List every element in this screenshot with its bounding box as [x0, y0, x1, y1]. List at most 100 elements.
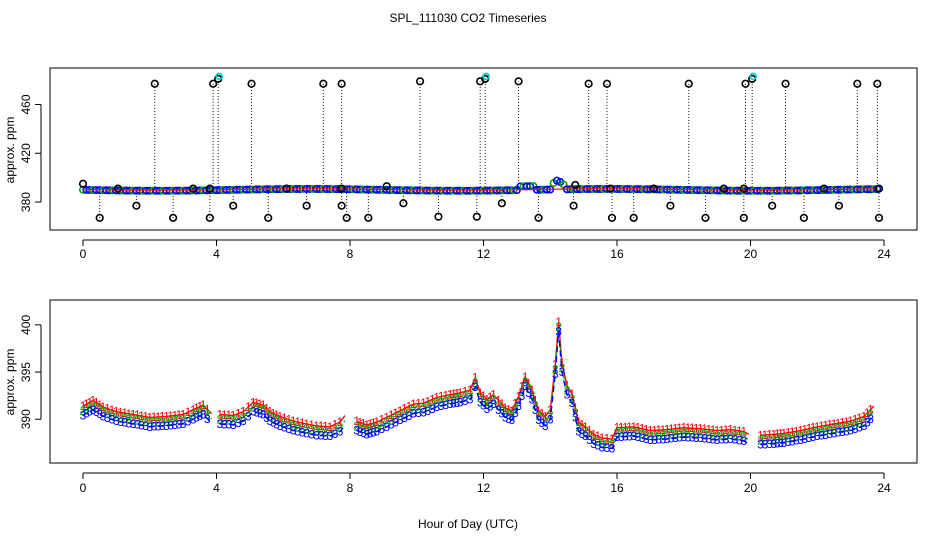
bottom-marker-3: 3	[433, 400, 440, 414]
bottom-marker-2: 2	[539, 412, 546, 426]
bottom-marker-2: 2	[856, 416, 863, 430]
bottom-marker-2: 2	[406, 405, 413, 419]
bottom-marker-3: 3	[462, 394, 469, 408]
bottom-marker-1: 1	[789, 425, 796, 439]
bottom-marker-3: 3	[672, 431, 679, 445]
bottom-marker-2: 2	[240, 410, 247, 424]
top-raw-point	[205, 184, 214, 193]
bottom-marker-1: 1	[867, 402, 874, 416]
bottom-x-tick-label: 8	[347, 481, 354, 495]
bottom-marker-3: 3	[740, 434, 747, 448]
bottom-marker-1: 1	[590, 427, 597, 441]
bottom-marker-1: 1	[547, 403, 554, 417]
bottom-marker-3: 3	[415, 406, 422, 420]
bottom-marker-3: 3	[668, 432, 675, 446]
bottom-marker-2: 2	[109, 408, 116, 422]
bottom-marker-2: 2	[569, 392, 576, 406]
top-spike-point	[534, 213, 543, 223]
bottom-marker-1: 1	[180, 408, 187, 422]
bottom-marker-1: 1	[495, 393, 502, 407]
bottom-marker-1: 1	[680, 421, 687, 435]
bottom-marker-3: 3	[467, 392, 474, 406]
bottom-marker-2: 2	[509, 409, 516, 423]
top-spike-point	[95, 213, 104, 223]
bottom-marker-1: 1	[579, 417, 586, 431]
bottom-marker-2: 2	[142, 415, 149, 429]
bottom-marker-3: 3	[117, 415, 124, 429]
bottom-marker-1: 1	[668, 422, 675, 436]
bottom-marker-3: 3	[477, 395, 484, 409]
top-y-axis-label: approx. ppm	[3, 117, 17, 184]
bottom-marker-2: 2	[230, 414, 237, 428]
bottom-marker-2: 2	[864, 411, 871, 425]
top-raw-point	[571, 180, 580, 190]
bottom-marker-3: 3	[253, 406, 260, 420]
bottom-marker-2: 2	[609, 437, 616, 451]
bottom-marker-3: 3	[146, 420, 153, 434]
bottom-marker-2: 2	[360, 422, 367, 436]
bottom-series-line-2	[82, 327, 875, 446]
bottom-marker-1: 1	[267, 405, 274, 419]
bottom-marker-3: 3	[852, 422, 859, 436]
bottom-marker-1: 1	[843, 415, 850, 429]
bottom-marker-3: 3	[100, 409, 107, 423]
bottom-marker-1: 1	[532, 393, 539, 407]
bottom-marker-3: 3	[723, 432, 730, 446]
bottom-marker-3: 3	[680, 430, 687, 444]
bottom-marker-1: 1	[155, 410, 162, 424]
bottom-marker-3: 3	[109, 413, 116, 427]
bottom-marker-2: 2	[626, 425, 633, 439]
bottom-marker-1: 1	[822, 418, 829, 432]
bottom-marker-3: 3	[660, 432, 667, 446]
bottom-marker-3: 3	[483, 402, 490, 416]
bottom-marker-1: 1	[839, 416, 846, 430]
top-x-tick-label: 0	[80, 247, 87, 261]
bottom-marker-2: 2	[281, 416, 288, 430]
bottom-marker-2: 2	[515, 395, 522, 409]
bottom-marker-3: 3	[126, 416, 133, 430]
bottom-marker-1: 1	[814, 420, 821, 434]
top-spike-point	[497, 199, 506, 208]
top-raw-point	[819, 184, 829, 193]
bottom-series-line-1	[82, 321, 875, 440]
top-spike-point	[229, 201, 238, 210]
bottom-marker-3: 3	[480, 399, 487, 413]
bottom-marker-3: 3	[643, 432, 650, 446]
bottom-marker-1: 1	[273, 408, 280, 422]
bottom-marker-3: 3	[626, 429, 633, 443]
bottom-marker-3: 3	[810, 430, 817, 444]
chart-title: SPL_111030 CO2 Timeseries	[390, 11, 547, 25]
top-spike-point	[319, 79, 328, 88]
top-raw-point	[189, 184, 198, 193]
bottom-marker-1: 1	[462, 384, 469, 398]
bottom-marker-1: 1	[635, 421, 642, 435]
bottom-marker-2: 2	[714, 429, 721, 443]
bottom-marker-3: 3	[450, 397, 457, 411]
bottom-marker-3: 3	[235, 416, 242, 430]
bottom-marker-2: 2	[290, 419, 297, 433]
bottom-marker-1: 1	[104, 402, 111, 416]
bottom-marker-2: 2	[420, 401, 427, 415]
bottom-marker-3: 3	[525, 386, 532, 400]
bottom-marker-1: 1	[109, 403, 116, 417]
bottom-marker-2: 2	[512, 402, 519, 416]
top-raw-point	[739, 184, 748, 193]
bottom-marker-2: 2	[839, 421, 846, 435]
bottom-marker-3: 3	[618, 430, 625, 444]
bottom-marker-1: 1	[575, 415, 582, 429]
bottom-marker-2: 2	[392, 411, 399, 425]
bottom-marker-2: 2	[96, 403, 103, 417]
bottom-marker-2: 2	[397, 409, 404, 423]
bottom-marker-2: 2	[680, 426, 687, 440]
bottom-marker-3: 3	[522, 379, 529, 393]
bottom-marker-3: 3	[142, 419, 149, 433]
bottom-y-tick-label: 400	[19, 315, 33, 335]
bottom-marker-1: 1	[555, 315, 562, 329]
bottom-marker-2: 2	[80, 404, 87, 418]
bottom-marker-1: 1	[856, 411, 863, 425]
bottom-marker-1: 1	[406, 399, 413, 413]
bottom-marker-2: 2	[797, 429, 804, 443]
bottom-marker-3: 3	[245, 409, 252, 423]
bottom-marker-3: 3	[801, 432, 808, 446]
bottom-marker-2: 2	[167, 414, 174, 428]
